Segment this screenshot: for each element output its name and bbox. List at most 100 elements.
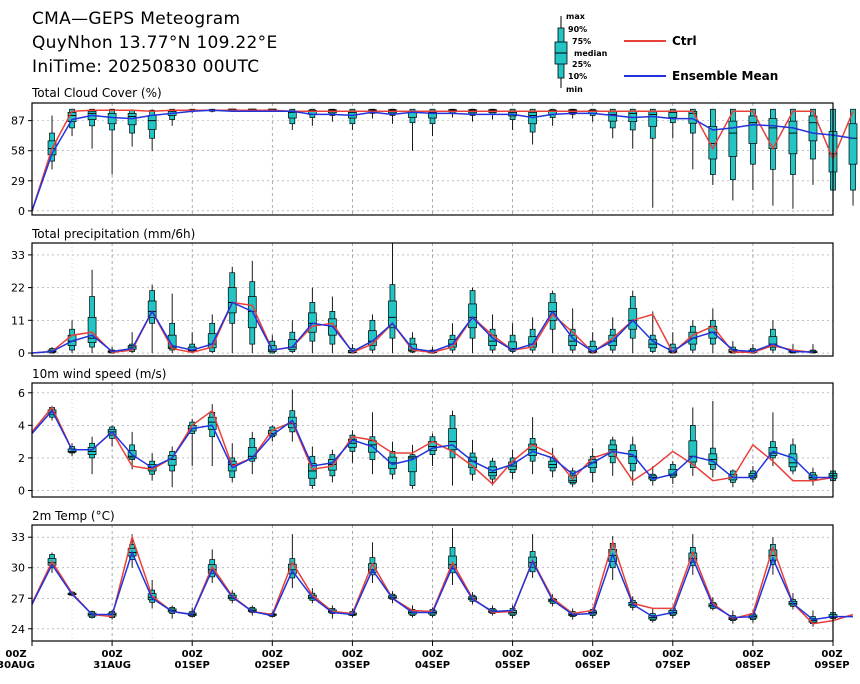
box-whisker: [348, 430, 357, 463]
panel-title-precip: Total precipitation (mm/6h): [31, 227, 195, 241]
panel-frame: [31, 102, 834, 216]
x-tick-date: 03SEP: [335, 660, 370, 671]
y-tick-label: 33: [11, 531, 25, 544]
box-whisker: [127, 109, 137, 147]
box-inner: [788, 120, 798, 155]
y-tick-label: 4: [18, 419, 25, 432]
y-tick-label: 6: [18, 387, 25, 400]
y-tick-label: 0: [18, 347, 25, 360]
legend-p90-label: 90%: [568, 25, 587, 34]
box-whisker: [628, 290, 638, 354]
box-whisker: [648, 108, 658, 208]
legend-median-label: median: [574, 49, 608, 58]
box-inner: [668, 468, 678, 477]
box-whisker: [448, 410, 457, 486]
box-inner: [808, 115, 818, 142]
box-whisker: [368, 412, 377, 475]
panel-3: 24 27 30 33: [11, 524, 854, 642]
legend-p75-label: 75%: [572, 37, 591, 46]
y-tick-label: 29: [11, 175, 25, 188]
box-whisker: [628, 108, 638, 149]
box-whisker: [668, 461, 678, 484]
x-tick-time: 00Z: [182, 649, 203, 660]
box-inner: [408, 455, 417, 473]
box-whisker: [748, 108, 758, 191]
box-whisker: [848, 108, 858, 206]
box-inner: [748, 115, 758, 144]
box-whisker: [388, 243, 397, 354]
ctrl-series-line: [31, 109, 854, 212]
y-tick-label: 0: [18, 205, 25, 218]
box-whisker: [528, 534, 537, 578]
box-inner: [628, 450, 638, 464]
panel-1: 0 11 22 33: [11, 242, 834, 360]
x-tick-time: 00Z: [502, 649, 523, 660]
y-tick-label: 33: [11, 249, 25, 262]
box-whisker: [308, 287, 317, 354]
ensemble-mean-series-line: [31, 301, 814, 354]
box-inner: [848, 123, 858, 165]
x-tick-date: 08SEP: [735, 660, 770, 671]
x-tick-time: 00Z: [342, 649, 363, 660]
box-whisker: [508, 108, 517, 130]
x-tick-time: 00Z: [102, 649, 123, 660]
legend-ctrl-label: Ctrl: [672, 34, 697, 48]
box-whisker: [67, 108, 77, 137]
x-tick-date: 04SEP: [415, 660, 450, 671]
box-whisker: [548, 290, 558, 354]
x-tick-date: 05SEP: [495, 660, 530, 671]
box-whisker: [568, 308, 578, 354]
ensemble-mean-series-line: [31, 550, 853, 621]
x-tick-time: 00Z: [262, 649, 283, 660]
box-whisker: [568, 467, 578, 488]
x-tick-time: 00Z: [422, 649, 443, 660]
box-inner: [728, 120, 738, 157]
box-whisker: [768, 320, 778, 354]
box-inner: [608, 111, 618, 122]
box-inner: [227, 287, 237, 314]
box-whisker: [408, 605, 417, 618]
panel-frame: [31, 382, 834, 498]
box-whisker: [688, 407, 698, 476]
box-inner: [468, 303, 477, 329]
box-inner: [608, 444, 618, 457]
y-tick-label: 87: [11, 115, 25, 128]
box-whisker: [87, 436, 97, 475]
box-whisker: [287, 534, 297, 589]
box-whisker: [648, 311, 658, 354]
box-whisker: [488, 314, 497, 354]
y-tick-label: 11: [11, 314, 25, 327]
box-whisker: [328, 296, 337, 354]
ensemble-mean-series-line: [31, 109, 854, 212]
x-tick-time: 00Z: [662, 649, 683, 660]
y-tick-label: 27: [11, 592, 25, 605]
box-inner: [788, 453, 798, 468]
box-whisker: [708, 400, 718, 478]
x-tick-date: 07SEP: [655, 660, 690, 671]
init-time-label: IniTime: 20250830 00UTC: [32, 57, 259, 77]
box-whisker: [408, 444, 417, 489]
box-inner: [388, 300, 397, 329]
box-whisker: [408, 108, 417, 151]
box-whisker: [227, 266, 237, 354]
box-whisker: [668, 108, 678, 139]
legend-box-key: max 90% 75% median 25% 10% min: [554, 12, 608, 94]
box-inner: [147, 115, 157, 130]
box-whisker: [388, 441, 397, 480]
panel-frame: [31, 242, 834, 357]
x-tick-time: 00Z: [821, 649, 842, 660]
box-whisker: [87, 269, 97, 354]
panel-title-cloud: Total Cloud Cover (%): [31, 86, 162, 100]
box-whisker: [348, 108, 357, 130]
location-label: QuyNhon 13.77°N 109.22°E: [32, 33, 278, 53]
y-tick-label: 30: [11, 562, 25, 575]
panel-title-temp: 2m Temp (°C): [32, 509, 115, 523]
box-whisker: [167, 108, 177, 126]
box-inner: [688, 440, 698, 463]
box-whisker: [608, 108, 618, 139]
ensemble-mean-series-line: [31, 409, 833, 480]
y-tick-label: 24: [11, 623, 25, 636]
y-tick-label: 0: [18, 484, 25, 497]
panel-title-wind: 10m wind speed (m/s): [32, 367, 166, 381]
